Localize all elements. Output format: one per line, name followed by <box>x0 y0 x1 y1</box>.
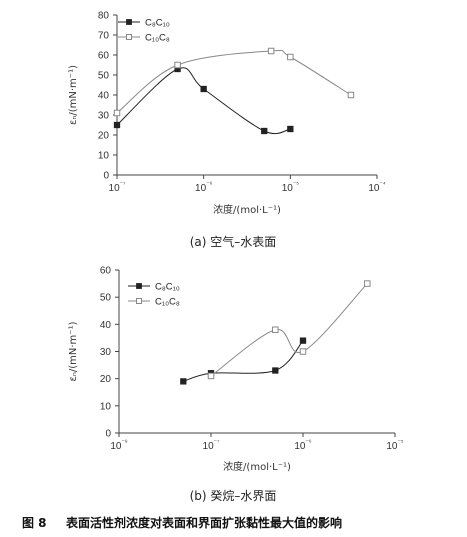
chart-panel-a: 0 10 20 30 40 50 60 70 80 10⁻⁷ 10⁻⁶ 10⁻⁵ 10⁻⁴ εₙ/(mN·… <box>68 11 386 217</box>
y-tick-label: 60 <box>100 266 112 277</box>
series-line-2 <box>210 283 368 377</box>
series-line-1 <box>116 67 291 135</box>
data-point <box>287 125 294 133</box>
legend-label: C₁₀C₈ <box>155 297 180 308</box>
x-tick-label: 10⁻⁶ <box>294 439 312 452</box>
y-tick-label: 70 <box>98 31 110 42</box>
figure-caption: 图 8 表面活性剂浓度对表面和界面扩张黏性最大值的影响 <box>22 515 342 530</box>
y-tick-label: 0 <box>103 171 109 182</box>
y-tick-label: 50 <box>100 293 112 304</box>
y-tick-label: 40 <box>100 320 112 331</box>
y-tick-label: 10 <box>100 401 112 412</box>
data-point <box>272 367 279 374</box>
data-point <box>272 326 279 334</box>
y-tick-label: 80 <box>98 11 110 22</box>
legend: C₈C₁₀ C₁₀C₈ <box>128 282 180 308</box>
data-point <box>261 127 268 135</box>
y-tick-label: 50 <box>98 71 110 82</box>
legend-label: C₈C₁₀ <box>145 18 170 29</box>
legend-marker <box>126 34 132 40</box>
y-tick-label: 20 <box>100 374 112 385</box>
data-point <box>347 91 355 99</box>
x-tick-label: 10⁻⁸ <box>110 439 128 452</box>
data-point <box>267 47 275 55</box>
data-point <box>174 61 181 69</box>
data-point <box>207 372 215 380</box>
chart-panel-b: 0 10 20 30 40 50 60 10⁻⁸ 10⁻⁷ 10⁻⁶ 10⁻⁵ εₙ/(mN·m⁻¹)… <box>68 266 404 474</box>
figure-number: 图 8 <box>22 516 47 530</box>
legend: C₈C₁₀ C₁₀C₈ <box>118 18 170 44</box>
x-tick-label: 10⁻⁵ <box>386 439 404 452</box>
y-tick-label: 30 <box>100 347 112 358</box>
x-tick-label: 10⁻⁷ <box>203 439 221 452</box>
figure-caption-text: 表面活性剂浓度对表面和界面扩张黏性最大值的影响 <box>65 515 342 530</box>
y-axis-label: εₙ/(mN·m⁻¹) <box>68 65 79 125</box>
y-tick-label: 0 <box>105 429 111 440</box>
data-point <box>113 109 121 117</box>
y-tick-label: 20 <box>98 131 110 142</box>
legend-label: C₁₀C₈ <box>145 33 170 44</box>
y-tick-label: 60 <box>98 51 110 62</box>
legend-marker <box>136 283 142 289</box>
series-line-1 <box>183 340 304 382</box>
legend-marker <box>136 298 142 304</box>
x-tick-label: 10⁻⁵ <box>282 181 300 194</box>
x-axis-label: 浓度/(mol·L⁻¹) <box>213 203 281 216</box>
x-tick-label: 10⁻⁷ <box>109 181 127 194</box>
data-point <box>200 85 207 93</box>
legend-marker <box>126 19 132 25</box>
y-tick-label: 30 <box>98 111 110 122</box>
x-axis-label: 浓度/(mol·L⁻¹) <box>223 460 291 473</box>
series-line-2 <box>116 49 352 114</box>
data-point <box>113 121 121 129</box>
y-axis-label: εₙ/(mN·m⁻¹) <box>68 321 79 381</box>
x-tick-label: 10⁻⁶ <box>195 181 213 194</box>
data-point <box>299 348 307 355</box>
data-point <box>180 378 187 385</box>
data-point <box>299 337 307 344</box>
y-tick-label: 10 <box>98 151 110 162</box>
legend-label: C₈C₁₀ <box>155 282 180 293</box>
subcaption-b: (b) 癸烷–水界面 <box>190 489 277 503</box>
x-tick-label: 10⁻⁴ <box>368 181 386 194</box>
data-point <box>287 53 294 61</box>
y-tick-label: 40 <box>98 91 110 102</box>
data-point <box>364 280 371 287</box>
subcaption-a: (a) 空气–水表面 <box>190 234 277 249</box>
